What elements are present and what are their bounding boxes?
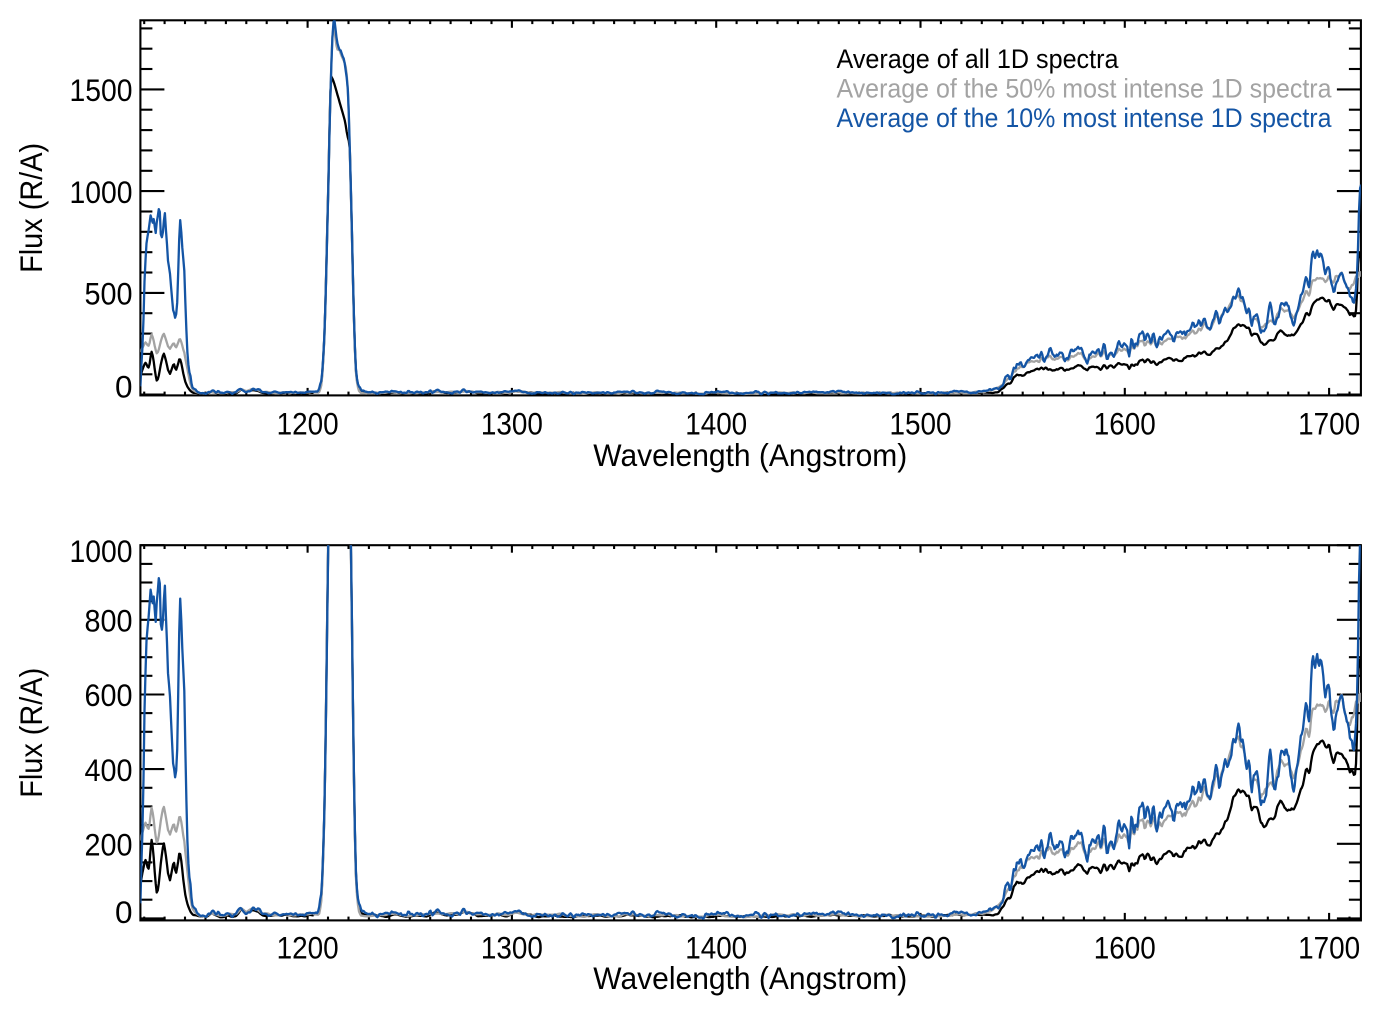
svg-text:1600: 1600	[1094, 930, 1156, 966]
svg-text:800: 800	[85, 603, 133, 639]
svg-text:1700: 1700	[1298, 406, 1360, 442]
svg-text:1200: 1200	[277, 406, 339, 442]
svg-text:0: 0	[115, 894, 133, 930]
svg-text:Average of the 10% most intens: Average of the 10% most intense 1D spect…	[837, 103, 1333, 133]
svg-text:500: 500	[85, 276, 133, 312]
svg-text:0: 0	[115, 368, 133, 404]
svg-text:1600: 1600	[1094, 406, 1156, 442]
svg-text:1300: 1300	[481, 406, 543, 442]
svg-text:1000: 1000	[70, 533, 133, 569]
svg-text:600: 600	[85, 677, 133, 713]
svg-text:Wavelength (Angstrom): Wavelength (Angstrom)	[593, 437, 907, 473]
svg-text:1200: 1200	[277, 930, 339, 966]
svg-text:400: 400	[85, 752, 133, 788]
svg-text:Average of all 1D spectra: Average of all 1D spectra	[837, 44, 1120, 74]
svg-text:1500: 1500	[890, 406, 952, 442]
svg-text:200: 200	[85, 827, 133, 863]
svg-text:1500: 1500	[890, 930, 952, 966]
svg-text:Flux (R/A): Flux (R/A)	[13, 143, 49, 273]
svg-text:Wavelength (Angstrom): Wavelength (Angstrom)	[593, 960, 907, 996]
svg-text:Flux (R/A): Flux (R/A)	[13, 668, 49, 798]
svg-text:1500: 1500	[70, 72, 133, 108]
svg-text:1400: 1400	[685, 406, 747, 442]
svg-text:1300: 1300	[481, 930, 543, 966]
svg-text:1400: 1400	[685, 930, 747, 966]
svg-text:1700: 1700	[1298, 930, 1360, 966]
svg-text:Average of the 50% most intens: Average of the 50% most intense 1D spect…	[837, 74, 1333, 104]
svg-text:1000: 1000	[70, 174, 133, 210]
